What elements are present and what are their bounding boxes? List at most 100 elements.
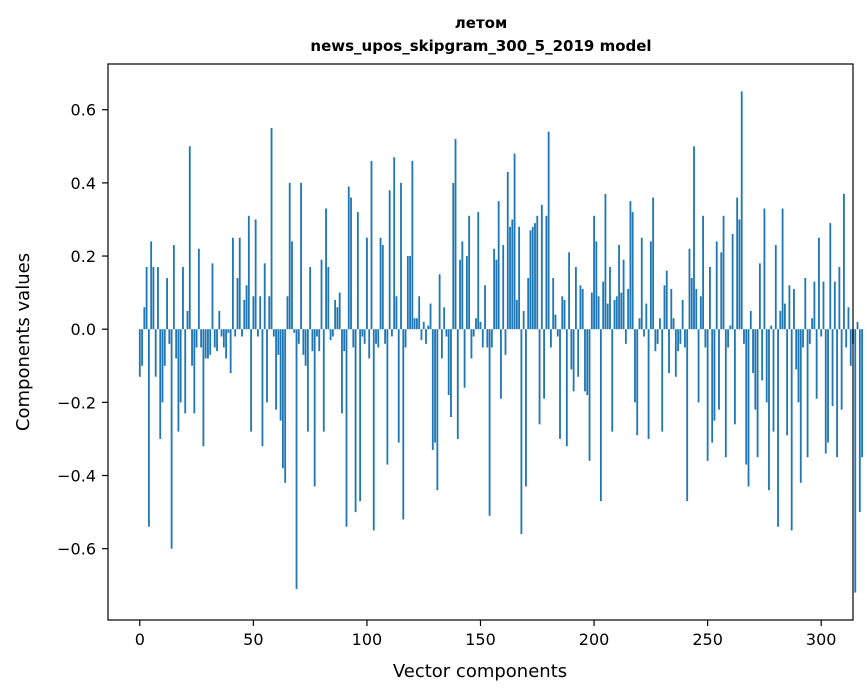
bar: [343, 329, 346, 352]
bar: [145, 267, 148, 330]
bar: [381, 245, 384, 330]
bar: [815, 329, 818, 399]
y-tick-label: 0.2: [71, 247, 96, 266]
bar: [320, 259, 323, 330]
bar: [827, 329, 829, 443]
x-axis-label: Vector components: [393, 661, 567, 682]
bar: [806, 329, 809, 458]
bar: [429, 303, 432, 330]
bar: [322, 329, 325, 432]
bar: [579, 285, 582, 330]
bar: [368, 329, 371, 359]
bar: [695, 288, 698, 330]
y-tick-label: 0.6: [71, 101, 96, 120]
bar: [370, 160, 373, 330]
y-tick-label: 0.0: [71, 320, 96, 339]
bar: [254, 219, 257, 330]
bar: [656, 329, 659, 344]
bar: [168, 329, 171, 344]
bar: [207, 329, 209, 359]
bar: [241, 329, 243, 337]
bar: [643, 329, 645, 337]
bar: [454, 138, 457, 330]
bar: [772, 329, 775, 432]
x-tick-label: 300: [806, 630, 837, 649]
bar: [702, 215, 704, 330]
bar: [291, 241, 293, 330]
bar: [463, 329, 466, 388]
bar: [504, 329, 507, 355]
bar: [629, 201, 632, 330]
bar: [434, 329, 436, 443]
bar: [363, 329, 366, 344]
bar: [795, 329, 798, 370]
bar: [513, 153, 516, 330]
bar: [143, 307, 146, 330]
bar: [647, 329, 650, 439]
chart-title: летом: [455, 14, 507, 32]
bar: [502, 245, 505, 330]
bar: [236, 277, 239, 330]
y-tick-label: −0.4: [57, 467, 96, 486]
bar: [259, 296, 262, 330]
bar: [697, 329, 700, 403]
bar: [179, 329, 182, 403]
bar: [829, 223, 832, 330]
bar: [620, 292, 623, 330]
bar: [797, 329, 800, 403]
bar: [565, 329, 568, 447]
bar: [191, 329, 193, 366]
bar: [645, 303, 648, 330]
bar: [693, 146, 695, 330]
bar: [640, 237, 643, 330]
bar: [654, 329, 657, 352]
bar: [413, 318, 416, 330]
bar: [284, 329, 287, 483]
bar: [758, 263, 761, 330]
bar: [754, 329, 757, 410]
bar: [152, 267, 155, 330]
bar: [820, 329, 823, 337]
bar: [202, 329, 205, 447]
bar: [788, 285, 791, 330]
bar: [752, 329, 754, 374]
bar: [306, 329, 309, 432]
bar: [761, 329, 764, 381]
bar: [479, 321, 482, 330]
bar: [452, 182, 455, 330]
bar: [738, 219, 741, 330]
bar: [845, 329, 848, 348]
bar: [329, 329, 332, 341]
bar: [597, 296, 600, 330]
bar: [545, 215, 548, 330]
bar: [147, 329, 150, 527]
x-axis: 0 50 100 150 200 250 300: [135, 620, 837, 649]
bar: [668, 329, 670, 374]
bar: [556, 329, 559, 337]
bar: [618, 245, 620, 330]
bar: [690, 277, 693, 330]
bar: [318, 329, 321, 352]
bar: [822, 281, 825, 330]
chart-subtitle: news_upos_skipgram_300_5_2019 model: [310, 37, 651, 55]
bar: [232, 237, 234, 330]
bar: [245, 285, 248, 330]
bar: [856, 321, 859, 330]
bar: [540, 204, 543, 330]
bar: [740, 91, 743, 330]
bar: [624, 329, 627, 344]
bar: [686, 329, 689, 502]
bar: [627, 288, 630, 330]
bar: [572, 329, 575, 392]
bar: [177, 329, 180, 432]
bar: [300, 182, 302, 330]
bar: [599, 329, 602, 502]
bar: [375, 329, 377, 344]
bar: [184, 329, 187, 414]
bar: [659, 318, 661, 330]
bar: [304, 329, 307, 366]
bar: [431, 329, 434, 450]
bar: [679, 329, 682, 344]
bar: [799, 329, 802, 483]
bar: [195, 329, 198, 348]
